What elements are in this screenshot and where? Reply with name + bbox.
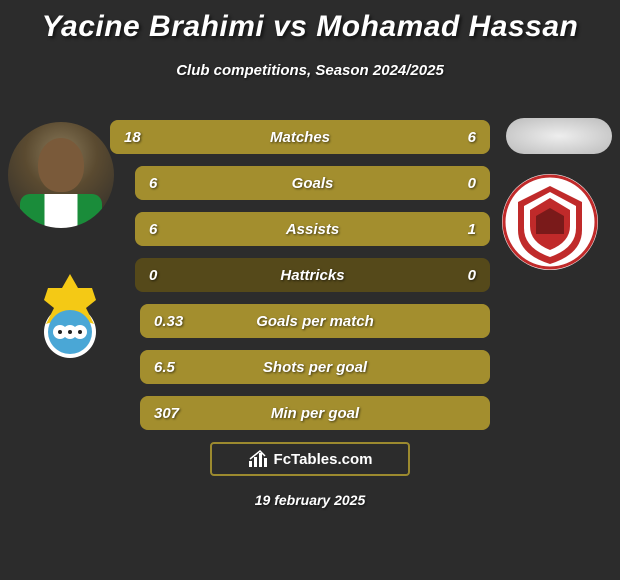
chart-icon [248, 449, 268, 469]
stat-label: Assists [205, 221, 420, 238]
stat-value-right: 6 [420, 129, 490, 146]
brand-text: FcTables.com [274, 451, 373, 468]
player-left-avatar [8, 122, 114, 228]
stat-value-left: 18 [110, 129, 180, 146]
stat-value-left: 307 [140, 405, 210, 422]
stat-value-left: 6 [135, 221, 205, 238]
stat-label: Min per goal [210, 405, 420, 422]
stat-value-right: 0 [420, 267, 490, 284]
player-right-avatar [506, 118, 612, 154]
stat-row: 307Min per goal [140, 396, 490, 430]
stat-row: 0Hattricks0 [135, 258, 490, 292]
club-left-badge [20, 260, 120, 360]
stat-value-right: 1 [420, 221, 490, 238]
stat-label: Goals per match [210, 313, 420, 330]
stat-value-right: 0 [420, 175, 490, 192]
date-text: 19 february 2025 [0, 492, 620, 508]
brand-box: FcTables.com [210, 442, 410, 476]
stat-value-left: 0 [135, 267, 205, 284]
stat-row: 6.5Shots per goal [140, 350, 490, 384]
stat-row: 0.33Goals per match [140, 304, 490, 338]
club-right-badge [500, 172, 600, 272]
stat-label: Shots per goal [210, 359, 420, 376]
stat-label: Goals [205, 175, 420, 192]
page-subtitle: Club competitions, Season 2024/2025 [0, 62, 620, 79]
stat-value-left: 0.33 [140, 313, 210, 330]
stats-container: 18Matches66Goals06Assists10Hattricks00.3… [110, 120, 490, 442]
page-title: Yacine Brahimi vs Mohamad Hassan [0, 0, 620, 44]
stat-row: 6Assists1 [135, 212, 490, 246]
stat-row: 6Goals0 [135, 166, 490, 200]
stat-value-left: 6 [135, 175, 205, 192]
stat-value-left: 6.5 [140, 359, 210, 376]
stat-label: Matches [180, 129, 420, 146]
stat-row: 18Matches6 [110, 120, 490, 154]
stat-label: Hattricks [205, 267, 420, 284]
